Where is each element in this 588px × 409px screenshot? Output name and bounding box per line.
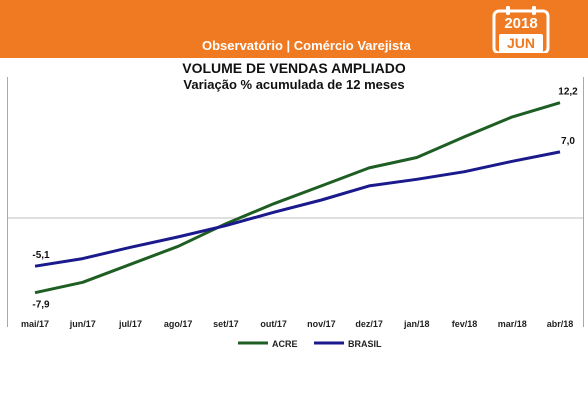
data-label: -7,9 — [32, 300, 50, 311]
chart-title: VOLUME DE VENDAS AMPLIADO — [182, 60, 406, 76]
x-tick-label: ago/17 — [164, 319, 193, 329]
x-tick-label: jan/18 — [403, 319, 430, 329]
x-tick-label: jun/17 — [69, 319, 96, 329]
x-tick-label: jul/17 — [118, 319, 142, 329]
x-tick-label: set/17 — [213, 319, 239, 329]
data-label: 7,0 — [561, 136, 575, 147]
data-label: -5,1 — [32, 250, 50, 261]
frame-right-line — [583, 77, 584, 327]
calendar-year: 2018 — [504, 15, 538, 32]
header-banner: Observatório | Comércio Varejista 2018 J… — [0, 0, 588, 58]
series-line-acre — [34, 101, 561, 295]
x-tick-label: nov/17 — [307, 319, 336, 329]
data-label: 12,2 — [558, 87, 578, 98]
chart-subtitle: Variação % acumulada de 12 meses — [183, 77, 405, 92]
x-tick-label: mai/17 — [21, 319, 49, 329]
x-tick-label: abr/18 — [547, 319, 574, 329]
x-tick-label: out/17 — [260, 319, 287, 329]
calendar-icon: 2018 JUN — [492, 5, 550, 55]
x-tick-label: mar/18 — [498, 319, 527, 329]
banner-title: Observatório | Comércio Varejista — [202, 38, 411, 53]
calendar-month: JUN — [499, 34, 543, 52]
frame-left-line — [7, 77, 8, 327]
legend-label-acre: ACRE — [272, 339, 298, 349]
x-tick-label: dez/17 — [355, 319, 383, 329]
x-tick-label: fev/18 — [452, 319, 478, 329]
legend-label-brasil: BRASIL — [348, 339, 382, 349]
series-line-brasil — [34, 150, 561, 268]
